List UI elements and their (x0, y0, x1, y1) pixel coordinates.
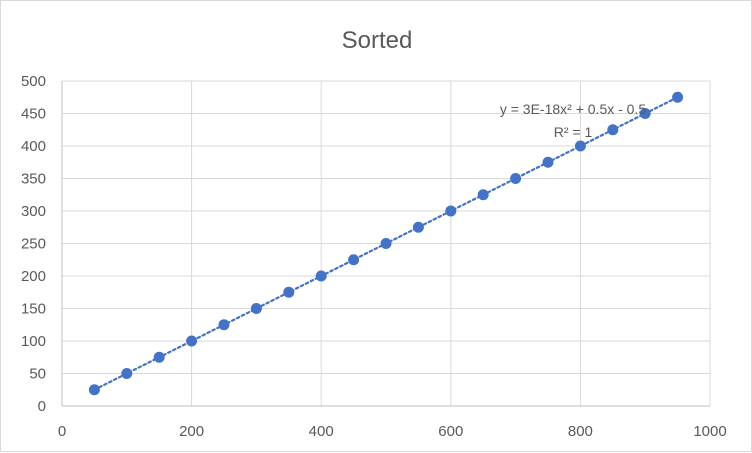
data-point (186, 335, 198, 347)
y-tick-label: 450 (21, 106, 46, 123)
y-tick-label: 350 (21, 171, 46, 188)
data-point (380, 238, 392, 249)
data-point (153, 351, 165, 363)
y-tick-label: 50 (29, 366, 46, 383)
data-point (250, 303, 262, 314)
trendline-equation: y = 3E-18x² + 0.5x - 0.5 (500, 101, 647, 117)
y-tick-label: 300 (21, 203, 46, 220)
x-tick-label: 600 (438, 423, 463, 440)
data-point (218, 319, 230, 331)
data-point (510, 173, 522, 184)
x-tick-label: 1000 (693, 423, 726, 440)
data-point (639, 108, 651, 119)
data-point (348, 254, 360, 266)
x-tick-label: 200 (179, 423, 204, 440)
data-point (88, 384, 100, 396)
data-point (672, 91, 684, 103)
data-point (315, 270, 327, 282)
chart-title: Sorted (342, 27, 413, 54)
tick-labels: 0 50 100 150 200 250 300 350 400 450 500 0 200 400 600… (21, 73, 727, 440)
data-point (574, 140, 586, 152)
y-tick-label: 200 (21, 268, 46, 285)
y-tick-label: 100 (21, 333, 46, 350)
data-point (121, 368, 133, 379)
data-points (88, 91, 684, 396)
y-tick-label: 150 (21, 301, 46, 318)
x-tick-label: 0 (58, 423, 66, 440)
y-tick-label: 400 (21, 138, 46, 155)
data-point (542, 156, 554, 168)
data-point (445, 205, 457, 217)
y-tick-label: 0 (38, 398, 46, 415)
data-point (283, 286, 295, 298)
data-point (607, 124, 619, 136)
trendline-r-squared: R² = 1 (554, 124, 593, 140)
data-point (477, 189, 489, 201)
data-point (412, 221, 424, 233)
x-tick-label: 800 (568, 423, 593, 440)
y-tick-label: 500 (21, 73, 46, 90)
y-tick-label: 250 (21, 236, 46, 253)
axes (61, 81, 710, 407)
x-tick-label: 400 (309, 423, 334, 440)
